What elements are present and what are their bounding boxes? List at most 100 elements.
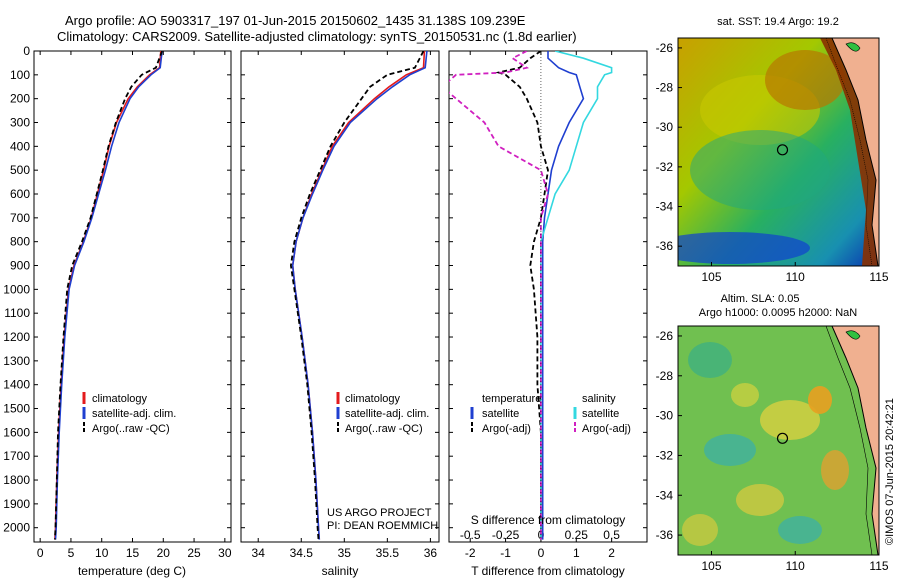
legend-label-climatology: climatology bbox=[345, 393, 401, 405]
sst-hot-patch bbox=[765, 50, 845, 110]
map-x-tick-label: 115 bbox=[869, 559, 888, 573]
sst-map-ticks: 105 110 115 -26 -28 -30 -32 -34 -36 bbox=[656, 41, 889, 284]
y-tick-label: 1400 bbox=[3, 378, 30, 392]
difference-top-xlabel: S difference from climatology bbox=[471, 513, 626, 527]
x-tick-label: 30 bbox=[218, 546, 232, 560]
x-tick-label: 0 bbox=[538, 546, 545, 560]
axis-ticks: 0100200300400500600700800900100011001200… bbox=[3, 44, 647, 560]
header-line1: Argo profile: AO 5903317_197 01-Jun-2015… bbox=[65, 13, 526, 28]
legend-title-salinity: salinity bbox=[582, 393, 616, 405]
argo-line bbox=[54, 51, 163, 540]
sla-island-icon bbox=[845, 330, 861, 340]
sla-land bbox=[832, 326, 879, 555]
y-tick-label: 900 bbox=[10, 259, 30, 273]
sla-blob bbox=[821, 450, 849, 490]
x-tick-label: 10 bbox=[95, 546, 109, 560]
sst-island-icon bbox=[845, 42, 861, 52]
y-tick-label: 100 bbox=[10, 68, 30, 82]
y-tick-label: 1300 bbox=[3, 354, 30, 368]
y-tick-label: 300 bbox=[10, 116, 30, 130]
y-tick-label: 1000 bbox=[3, 282, 30, 296]
sst-land bbox=[832, 38, 879, 266]
difference-xlabel: T difference from climatology bbox=[471, 564, 625, 578]
satellite-line bbox=[541, 51, 585, 540]
x-tick-label: 25 bbox=[187, 546, 201, 560]
temperature-panel bbox=[33, 50, 232, 543]
sla-blob bbox=[682, 514, 718, 546]
legend-label-argo: Argo(..raw -QC) bbox=[345, 423, 423, 435]
x-tick-label: -2 bbox=[465, 546, 476, 560]
sla-map-title-2: Argo h1000: 0.0095 h2000: NaN bbox=[699, 307, 857, 319]
imos-stamp: ©IMOS 07-Jun-2015 20:42:21 bbox=[884, 398, 896, 545]
legend-label-satellite: satellite-adj. clim. bbox=[345, 408, 429, 420]
x-tick-label: 34 bbox=[252, 546, 266, 560]
temperature-xlabel: temperature (deg C) bbox=[78, 564, 186, 578]
map-y-tick-label: -26 bbox=[656, 41, 674, 55]
y-tick-label: 1800 bbox=[3, 473, 30, 487]
sst-map bbox=[678, 38, 879, 266]
legend-label-t-argo: Argo(-adj) bbox=[482, 423, 531, 435]
map-y-tick-label: -28 bbox=[656, 369, 674, 383]
x-tick-label: 2 bbox=[608, 546, 615, 560]
top-tick-label: 0.5 bbox=[603, 528, 620, 542]
argo-line bbox=[289, 51, 425, 540]
map-x-tick-label: 110 bbox=[786, 559, 805, 573]
sla-argo-marker bbox=[776, 432, 789, 444]
project-credit: US ARGO PROJECT bbox=[327, 507, 432, 519]
map-y-tick-label: -36 bbox=[656, 528, 674, 542]
sst-map-frame bbox=[677, 37, 880, 267]
sst-isobath bbox=[825, 38, 873, 266]
sla-map-frame bbox=[677, 325, 880, 556]
y-tick-label: 2000 bbox=[3, 521, 30, 535]
sla-blob bbox=[731, 383, 759, 407]
map-y-tick-label: -36 bbox=[656, 239, 674, 253]
legend-label-s-argo: Argo(-adj) bbox=[582, 423, 631, 435]
pi-credit: PI: DEAN ROEMMICH bbox=[327, 520, 438, 532]
y-tick-label: 1900 bbox=[3, 497, 30, 511]
x-tick-label: 1 bbox=[573, 546, 580, 560]
sst-map-title: sat. SST: 19.4 Argo: 19.2 bbox=[717, 16, 839, 28]
map-x-tick-label: 110 bbox=[786, 270, 805, 284]
top-tick-label: -0.25 bbox=[492, 528, 520, 542]
y-tick-label: 0 bbox=[23, 44, 30, 58]
satellite-line bbox=[54, 51, 163, 540]
sla-blob bbox=[778, 516, 822, 544]
panel-series bbox=[449, 51, 613, 542]
legend-label-t-satellite: satellite bbox=[482, 408, 519, 420]
legend-label-argo: Argo(..raw -QC) bbox=[92, 423, 170, 435]
y-tick-label: 700 bbox=[10, 211, 30, 225]
map-x-tick-label: 105 bbox=[701, 559, 721, 573]
sla-blob bbox=[704, 434, 756, 466]
sst-argo-marker bbox=[776, 144, 789, 156]
x-tick-label: 35.5 bbox=[376, 546, 400, 560]
y-tick-label: 600 bbox=[10, 187, 30, 201]
x-tick-label: 5 bbox=[68, 546, 75, 560]
y-tick-label: 500 bbox=[10, 163, 30, 177]
y-tick-label: 1200 bbox=[3, 330, 30, 344]
legend-title-temperature: temperature bbox=[482, 393, 541, 405]
map-y-tick-label: -26 bbox=[656, 329, 674, 343]
y-tick-label: 1500 bbox=[3, 402, 30, 416]
legend-label-satellite: satellite-adj. clim. bbox=[92, 408, 176, 420]
sla-isobath bbox=[825, 326, 873, 555]
top-tick-label: 0.25 bbox=[565, 528, 589, 542]
map-y-tick-label: -32 bbox=[656, 448, 674, 462]
salinity-xlabel: salinity bbox=[322, 564, 359, 578]
sla-blob bbox=[688, 342, 732, 378]
sla-map-ticks: 105 110 115 -26 -28 -30 -32 -34 -36 bbox=[656, 329, 889, 573]
x-tick-label: 34.5 bbox=[290, 546, 314, 560]
sst-cold-patch bbox=[678, 232, 810, 264]
legend-label-s-satellite: satellite bbox=[582, 408, 619, 420]
sla-map-title-1: Altim. SLA: 0.05 bbox=[721, 293, 800, 305]
map-x-tick-label: 115 bbox=[869, 270, 888, 284]
x-tick-label: -1 bbox=[500, 546, 511, 560]
sla-blob bbox=[760, 400, 820, 440]
map-y-tick-label: -34 bbox=[656, 488, 674, 502]
sla-blob bbox=[808, 386, 832, 414]
sst-cool-patch bbox=[690, 130, 830, 210]
x-tick-label: 20 bbox=[157, 546, 171, 560]
y-tick-label: 1600 bbox=[3, 425, 30, 439]
map-y-tick-label: -30 bbox=[656, 409, 674, 423]
profile-lines bbox=[54, 51, 613, 542]
